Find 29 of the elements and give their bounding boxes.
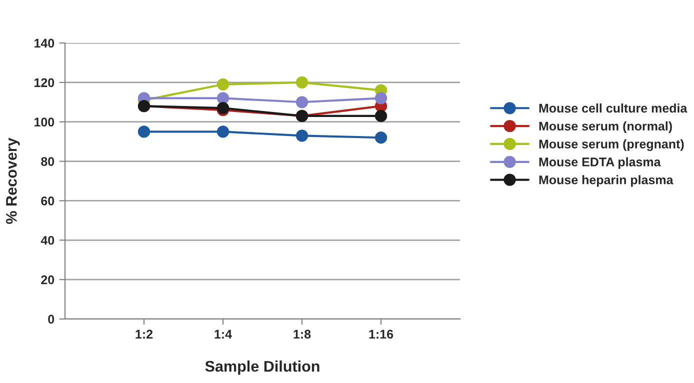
y-tick-label: 140 xyxy=(34,38,54,48)
x-axis-title: Sample Dilution xyxy=(205,360,320,375)
point xyxy=(216,126,230,138)
y-tick-label: 60 xyxy=(41,196,54,206)
legend-label: Mouse cell culture media xyxy=(539,103,688,113)
point xyxy=(216,78,230,90)
legend-label: Mouse serum (pregnant) xyxy=(539,139,684,151)
x-tick-label: 1:8 xyxy=(294,330,311,339)
point xyxy=(296,76,308,89)
y-tick-label: 0 xyxy=(48,314,54,324)
point xyxy=(296,130,308,142)
point xyxy=(374,132,388,144)
point xyxy=(216,92,230,104)
y-axis-title: % Recovery xyxy=(6,138,20,224)
point xyxy=(138,126,150,138)
y-tick-label: 20 xyxy=(41,275,54,284)
x-tick-label: 1:16 xyxy=(369,330,394,339)
y-tick-label: 40 xyxy=(40,236,54,245)
legend-label: Mouse EDTA plasma xyxy=(539,157,661,169)
y-tick-label: 120 xyxy=(34,78,54,88)
legend-label: Mouse serum (normal) xyxy=(539,121,672,134)
point xyxy=(296,96,308,108)
point xyxy=(374,110,388,122)
x-tick-label: 1:2 xyxy=(136,330,153,338)
y-tick-label: 80 xyxy=(41,157,54,166)
legend-label: Mouse heparin plasma xyxy=(539,175,674,187)
y-tick-label: 100 xyxy=(34,118,54,127)
x-tick-label: 1:4 xyxy=(214,330,232,338)
point xyxy=(374,92,388,104)
